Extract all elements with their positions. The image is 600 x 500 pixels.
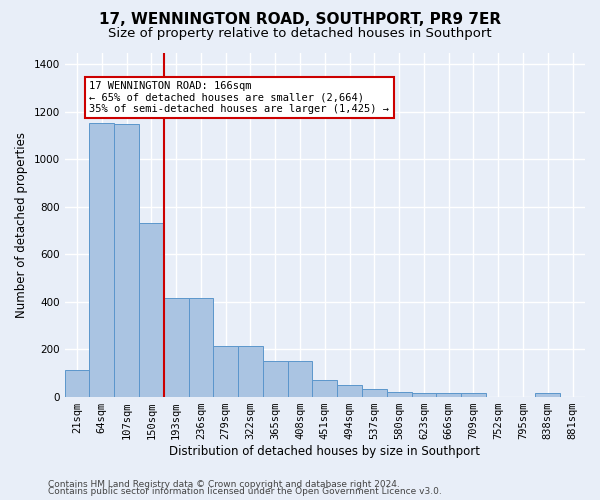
Bar <box>436 393 461 396</box>
Text: Size of property relative to detached houses in Southport: Size of property relative to detached ho… <box>108 28 492 40</box>
Bar <box>188 298 214 396</box>
X-axis label: Distribution of detached houses by size in Southport: Distribution of detached houses by size … <box>169 444 481 458</box>
Bar <box>387 392 412 396</box>
Text: Contains HM Land Registry data © Crown copyright and database right 2024.: Contains HM Land Registry data © Crown c… <box>48 480 400 489</box>
Bar <box>287 361 313 396</box>
Y-axis label: Number of detached properties: Number of detached properties <box>15 132 28 318</box>
Bar <box>238 346 263 397</box>
Bar <box>362 390 387 396</box>
Text: Contains public sector information licensed under the Open Government Licence v3: Contains public sector information licen… <box>48 487 442 496</box>
Bar <box>313 380 337 396</box>
Bar <box>535 393 560 396</box>
Bar <box>89 122 114 396</box>
Bar <box>164 298 188 396</box>
Bar <box>412 393 436 396</box>
Bar <box>65 370 89 396</box>
Bar <box>139 224 164 396</box>
Bar <box>214 346 238 397</box>
Text: 17, WENNINGTON ROAD, SOUTHPORT, PR9 7ER: 17, WENNINGTON ROAD, SOUTHPORT, PR9 7ER <box>99 12 501 28</box>
Bar <box>337 385 362 396</box>
Bar <box>461 393 486 396</box>
Bar <box>263 361 287 396</box>
Bar <box>114 124 139 396</box>
Text: 17 WENNINGTON ROAD: 166sqm
← 65% of detached houses are smaller (2,664)
35% of s: 17 WENNINGTON ROAD: 166sqm ← 65% of deta… <box>89 81 389 114</box>
